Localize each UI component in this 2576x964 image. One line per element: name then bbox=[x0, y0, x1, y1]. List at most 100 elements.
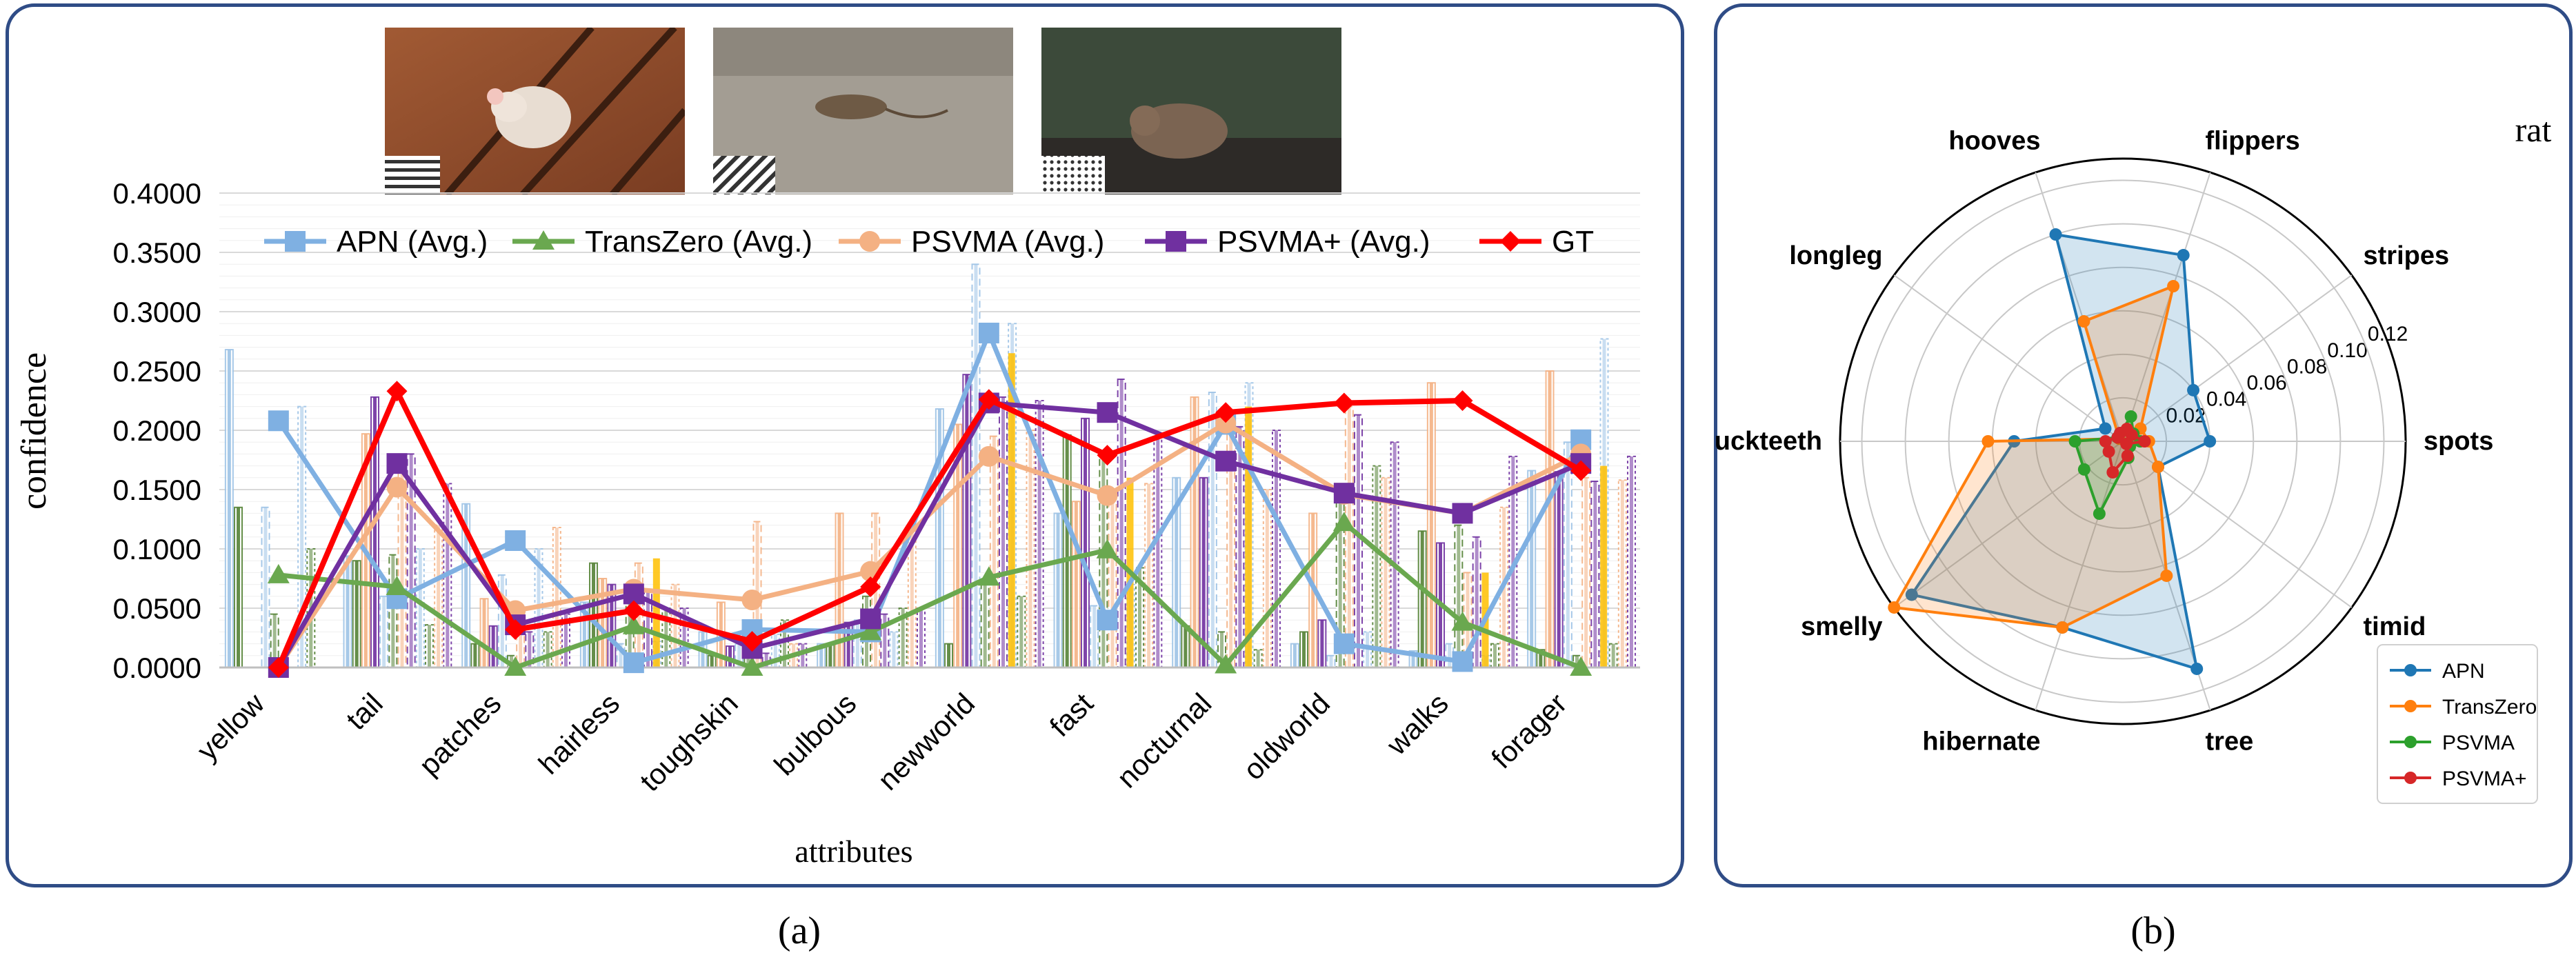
data-point bbox=[505, 530, 526, 551]
y-tick-label: 0.3500 bbox=[113, 237, 201, 269]
bar-fill bbox=[300, 406, 304, 667]
radar-spoke bbox=[2122, 172, 2211, 442]
radar-axis-label: buckteeth bbox=[1714, 427, 1822, 456]
radar-axis-label: spots bbox=[2424, 427, 2493, 456]
data-point bbox=[505, 619, 526, 640]
bar-fill bbox=[1457, 525, 1461, 667]
bar-fill bbox=[737, 643, 741, 667]
caption-a: (a) bbox=[777, 910, 821, 952]
radar-series bbox=[1888, 228, 2217, 675]
bar-fill bbox=[355, 561, 359, 667]
bar-fill bbox=[1347, 406, 1351, 667]
radar-labels: spots stripes flippers hooves longleg bucktee… bbox=[1714, 126, 2493, 756]
bar-fill bbox=[1466, 572, 1470, 667]
y-tick-label: 0.3000 bbox=[113, 296, 201, 328]
chart-axes: 0.0000 0.0500 0.1000 0.1500 0.2000 0.2500 0.30… bbox=[113, 177, 1640, 797]
radar-point bbox=[2190, 662, 2204, 675]
bar-fill bbox=[846, 622, 850, 667]
bar-fill bbox=[1201, 477, 1206, 667]
data-point bbox=[1215, 402, 1237, 423]
bar-fill bbox=[1101, 454, 1106, 667]
x-tick-label: forager bbox=[1485, 687, 1572, 774]
y-tick-label: 0.2500 bbox=[113, 355, 201, 388]
bar-fill bbox=[1292, 643, 1297, 667]
data-point bbox=[1452, 503, 1473, 524]
bar-fill bbox=[746, 653, 750, 667]
x-tick-label: fast bbox=[1044, 687, 1099, 743]
radar-tick-label: 0.08 bbox=[2287, 355, 2327, 378]
bar-fill bbox=[801, 643, 805, 667]
y-tick-label: 0.0500 bbox=[113, 592, 201, 625]
bar-fill bbox=[582, 602, 586, 667]
bar-fill bbox=[263, 507, 268, 667]
data-point bbox=[1452, 651, 1473, 672]
bar-fill bbox=[1056, 513, 1060, 667]
bar-fill bbox=[1420, 531, 1424, 667]
radar-point bbox=[2121, 449, 2134, 462]
legend-label: APN bbox=[2442, 660, 2485, 683]
line-chart: 0.0000 0.0500 0.1000 0.1500 0.2000 0.2500 0.30… bbox=[14, 177, 1640, 869]
radar-point bbox=[2177, 249, 2190, 262]
radar-axis-label: longleg bbox=[1789, 241, 1882, 270]
bar-fill bbox=[418, 549, 422, 667]
radar-grid: 0.020.040.060.080.100.12 bbox=[1839, 157, 2408, 725]
bar-fill bbox=[1356, 414, 1360, 667]
radar-point bbox=[2152, 461, 2165, 474]
bar-fill bbox=[563, 614, 568, 667]
bar-fill bbox=[828, 643, 832, 667]
bar-fill bbox=[546, 632, 550, 667]
bar-fill bbox=[1320, 620, 1324, 667]
radar-legend-entry: PSVMA bbox=[2390, 732, 2515, 754]
bar-fill bbox=[1429, 383, 1433, 667]
legend-label: PSVMA+ bbox=[2442, 767, 2527, 790]
x-axis-label: attributes bbox=[795, 834, 912, 869]
bar-fill bbox=[710, 655, 714, 667]
bar-fill bbox=[482, 599, 486, 667]
bar-fill bbox=[1092, 605, 1097, 667]
bar-fill bbox=[1019, 596, 1024, 667]
bar-fill bbox=[956, 424, 960, 667]
bar-fill bbox=[427, 625, 431, 667]
bar-fill bbox=[1557, 472, 1561, 667]
rat-photo-2 bbox=[713, 28, 1013, 194]
data-point bbox=[267, 563, 290, 583]
bar-fill bbox=[237, 507, 241, 667]
bar-fill bbox=[610, 584, 614, 667]
accent-bar bbox=[1008, 353, 1015, 667]
x-tick-label: tail bbox=[340, 687, 389, 736]
data-point bbox=[1166, 231, 1186, 252]
bar-fill bbox=[1548, 371, 1552, 667]
radar-point bbox=[2160, 569, 2173, 582]
x-tick-label: bulbous bbox=[768, 687, 862, 781]
bar-fill bbox=[819, 643, 823, 667]
data-point bbox=[1333, 633, 1355, 654]
bar-fill bbox=[1492, 643, 1497, 667]
bar-fill bbox=[400, 454, 404, 667]
bar-fill bbox=[409, 454, 413, 667]
radar-point bbox=[2049, 228, 2062, 241]
legend-entry: GT bbox=[1479, 225, 1594, 259]
data-point bbox=[859, 621, 882, 641]
radar-axis-label: flippers bbox=[2206, 126, 2300, 155]
y-tick-label: 0.4000 bbox=[113, 177, 201, 210]
x-tick-label: oldworld bbox=[1237, 687, 1336, 786]
radar-tick-label: 0.12 bbox=[2368, 323, 2408, 345]
bar-fill bbox=[901, 608, 905, 667]
data-point bbox=[860, 576, 881, 598]
legend-marker bbox=[2404, 736, 2417, 748]
bar-fill bbox=[1265, 490, 1269, 667]
radar-axis-label: smelly bbox=[1801, 612, 1882, 641]
bar-fill bbox=[500, 574, 504, 667]
accent-bar bbox=[652, 558, 660, 667]
bar-fill bbox=[373, 396, 377, 667]
radar-axis-label: timid bbox=[2364, 612, 2426, 641]
bar-fill bbox=[1156, 436, 1160, 667]
data-point bbox=[860, 608, 881, 630]
radar-point bbox=[2187, 383, 2200, 396]
radar-point bbox=[2124, 410, 2137, 423]
y-tick-label: 0.2000 bbox=[113, 414, 201, 447]
bar-fill bbox=[601, 579, 605, 667]
accent-bar bbox=[1600, 465, 1608, 667]
data-point bbox=[978, 445, 999, 467]
y-tick-label: 0.1500 bbox=[113, 474, 201, 506]
